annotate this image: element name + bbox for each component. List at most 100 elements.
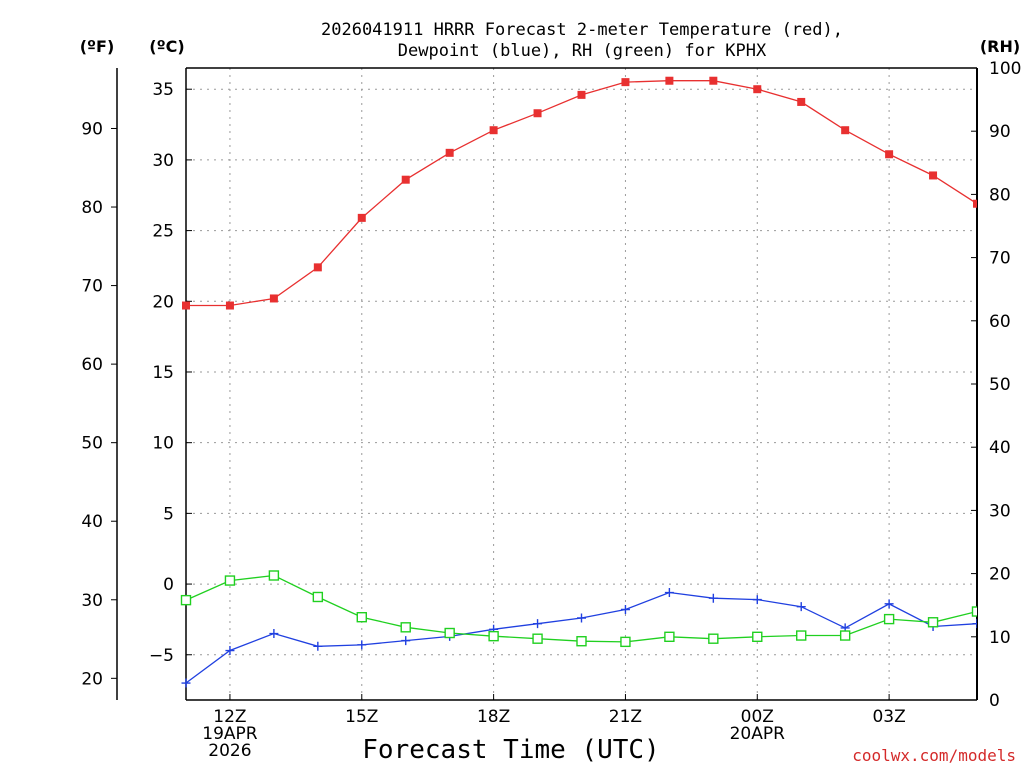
rh-point <box>752 631 763 642</box>
2-meter-temperature-point <box>182 301 190 310</box>
2-meter-temperature-point <box>621 78 630 87</box>
time-tick-label: 18Z <box>477 707 510 727</box>
rh-series <box>180 570 977 648</box>
2-meter-temperature-point <box>577 90 586 99</box>
time-tick-label: 2026 <box>208 741 251 761</box>
rh-tick-label: 30 <box>989 501 1011 521</box>
plot-axes <box>116 67 978 701</box>
dewpoint-point <box>620 605 630 615</box>
celsius-tick-label: 30 <box>152 151 174 171</box>
time-tick-label: 12Z <box>213 707 246 727</box>
rh-line <box>185 574 977 643</box>
2-meter-temperature-point <box>357 213 366 222</box>
celsius-tick-label: 0 <box>163 575 174 595</box>
fahrenheit-tick-label: 20 <box>81 669 103 689</box>
rh-point <box>444 627 455 639</box>
celsius-tick-label: 10 <box>152 434 174 454</box>
credit-text: coolwx.com/models <box>852 746 1016 765</box>
dewpoint-point <box>357 640 367 650</box>
celsius-tick-label: 20 <box>152 292 174 312</box>
time-tick-label: 20APR <box>730 724 786 744</box>
time-tick-label: 03Z <box>872 707 905 727</box>
2-meter-temperature-point <box>841 126 850 135</box>
rh-point <box>620 636 631 648</box>
rh-tick-label: 70 <box>989 249 1011 269</box>
rh-point <box>796 630 807 641</box>
rh-tick-label: 80 <box>989 185 1011 205</box>
chart-title-line1: 2026041911 HRRR Forecast 2-meter Tempera… <box>321 20 843 40</box>
fahrenheit-tick-label: 30 <box>81 591 103 611</box>
celsius-tick-label: −5 <box>149 646 174 666</box>
rh-point <box>268 570 280 581</box>
2-meter-temperature-point <box>797 97 806 106</box>
dewpoint-point <box>752 595 762 605</box>
x-axis-label: Forecast Time (UTC) <box>362 735 659 765</box>
fahrenheit-unit-label: (ºF) <box>80 37 115 56</box>
2-meter-temperature-point <box>753 85 762 94</box>
2-meter-temperature-point <box>665 76 674 85</box>
2-meter-temperature-point <box>709 76 718 85</box>
fahrenheit-tick-label: 80 <box>81 198 103 218</box>
dewpoint-point <box>401 636 411 646</box>
rh-point <box>708 633 719 644</box>
rh-tick-label: 40 <box>989 438 1011 458</box>
2-meter-temperature-line <box>186 80 977 307</box>
2-meter-temperature-series <box>182 76 977 310</box>
rh-point <box>971 606 977 617</box>
fahrenheit-tick-label: 70 <box>81 277 103 297</box>
rh-point <box>532 633 543 644</box>
dewpoint-point <box>972 619 977 629</box>
rh-point <box>400 622 411 633</box>
rh-tick-label: 10 <box>989 628 1011 648</box>
2-meter-temperature-point <box>313 263 322 272</box>
fahrenheit-tick-label: 90 <box>81 119 103 139</box>
celsius-tick-label: 25 <box>152 222 174 242</box>
rh-unit-label: (RH) <box>980 37 1020 56</box>
2-meter-temperature-point <box>885 150 894 159</box>
rh-tick-label: 50 <box>989 375 1011 395</box>
2-meter-temperature-point <box>269 294 278 303</box>
plot-grid <box>186 68 977 700</box>
rh-point <box>839 630 851 641</box>
axis-ticks: 35302520151050−5908070605040302010090807… <box>81 59 1021 761</box>
2-meter-temperature-point <box>973 199 977 208</box>
dewpoint-point <box>269 629 279 639</box>
2-meter-temperature-point <box>401 175 410 184</box>
rh-point <box>927 617 939 628</box>
rh-point <box>224 575 236 586</box>
dewpoint-point <box>533 619 543 629</box>
2-meter-temperature-point <box>533 109 542 118</box>
rh-point <box>576 636 587 647</box>
fahrenheit-tick-label: 50 <box>81 434 103 454</box>
rh-tick-label: 100 <box>989 59 1021 79</box>
chart-title: 2026041911 HRRR Forecast 2-meter Tempera… <box>321 20 843 61</box>
dewpoint-point <box>181 678 191 688</box>
rh-tick-label: 20 <box>989 565 1011 585</box>
dewpoint-point <box>884 599 894 609</box>
rh-point <box>488 630 499 642</box>
rh-point <box>312 591 324 603</box>
dewpoint-point <box>313 641 323 651</box>
dewpoint-point <box>225 646 235 656</box>
celsius-tick-label: 35 <box>152 80 174 100</box>
2-meter-temperature-point <box>445 148 454 157</box>
time-tick-label: 19APR <box>202 724 258 744</box>
rh-point <box>664 631 675 642</box>
rh-tick-label: 90 <box>989 122 1011 142</box>
dewpoint-point <box>577 613 586 623</box>
time-tick-label: 21Z <box>609 707 642 727</box>
rh-point <box>356 612 367 623</box>
rh-point <box>180 594 192 606</box>
2-meter-temperature-point <box>929 171 938 180</box>
fahrenheit-tick-label: 60 <box>81 355 103 375</box>
time-tick-label: 15Z <box>345 707 378 727</box>
chart-title-line2: Dewpoint (blue), RH (green) for KPHX <box>398 41 767 61</box>
rh-tick-label: 0 <box>989 691 1000 711</box>
celsius-tick-label: 5 <box>163 504 174 524</box>
dewpoint-point <box>708 593 718 603</box>
dewpoint-point <box>664 588 674 598</box>
rh-point <box>883 613 895 625</box>
chart-series <box>180 76 977 688</box>
2-meter-temperature-point <box>225 301 234 310</box>
